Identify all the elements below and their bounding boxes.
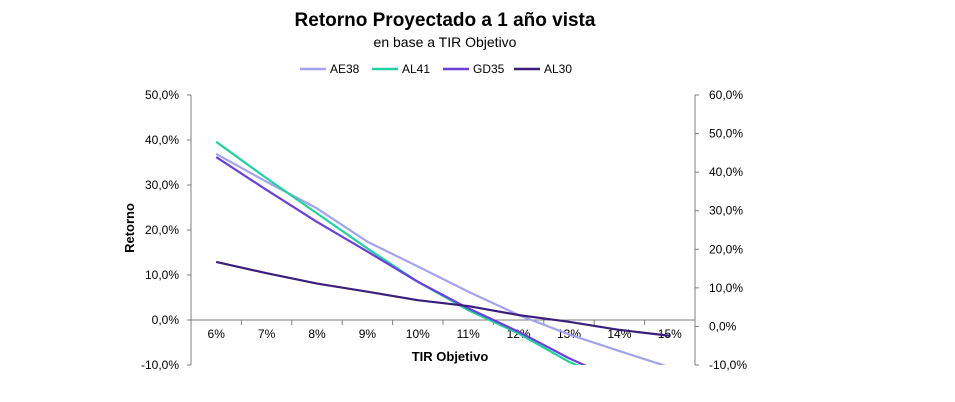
x-tick-label: 9%: [359, 327, 377, 341]
right-tick-label: 20,0%: [709, 242, 743, 256]
x-tick-label: 7%: [258, 327, 276, 341]
legend-label-al41: AL41: [402, 62, 430, 76]
chart-subtitle: en base a TIR Objetivo: [373, 34, 517, 50]
right-tick-label: 50,0%: [709, 127, 743, 141]
right-tick-label: 10,0%: [709, 281, 743, 295]
legend-label-al30: AL30: [544, 62, 572, 76]
x-tick-label: 10%: [406, 327, 430, 341]
right-tick-label: -10,0%: [709, 358, 747, 372]
left-tick-label: 50,0%: [145, 88, 179, 102]
series-line-gd35: [215, 156, 587, 365]
series-line-ae38: [215, 152, 667, 365]
axes: -10,0% 0,0% 10,0% 20,0% 30,0% 40,0% 50,0% -10,0…: [141, 88, 747, 372]
series-line-al30: [215, 260, 670, 337]
legend: AE38 AL41 GD35 AL30: [300, 62, 572, 76]
left-tick-label: 20,0%: [145, 223, 179, 237]
x-axis-label: TIR Objetivo: [412, 349, 489, 364]
x-tick-label: 11%: [457, 327, 480, 341]
series-lines: [215, 140, 670, 365]
left-tick-label: 0,0%: [152, 313, 180, 327]
legend-label-gd35: GD35: [473, 62, 505, 76]
left-tick-label: -10,0%: [141, 358, 179, 372]
left-tick-label: 30,0%: [145, 178, 179, 192]
right-tick-label: 40,0%: [709, 165, 743, 179]
right-tick-label: 60,0%: [709, 88, 743, 102]
right-tick-label: 0,0%: [709, 319, 737, 333]
x-tick-label: 15%: [658, 327, 682, 341]
left-tick-label: 10,0%: [145, 268, 179, 282]
legend-label-ae38: AE38: [330, 62, 360, 76]
left-tick-label: 40,0%: [145, 133, 179, 147]
y-axis-label: Retorno: [122, 203, 137, 253]
x-tick-label: 8%: [308, 327, 326, 341]
x-tick-label: 6%: [208, 327, 226, 341]
right-tick-label: 30,0%: [709, 204, 743, 218]
chart-title: Retorno Proyectado a 1 año vista: [294, 10, 596, 31]
